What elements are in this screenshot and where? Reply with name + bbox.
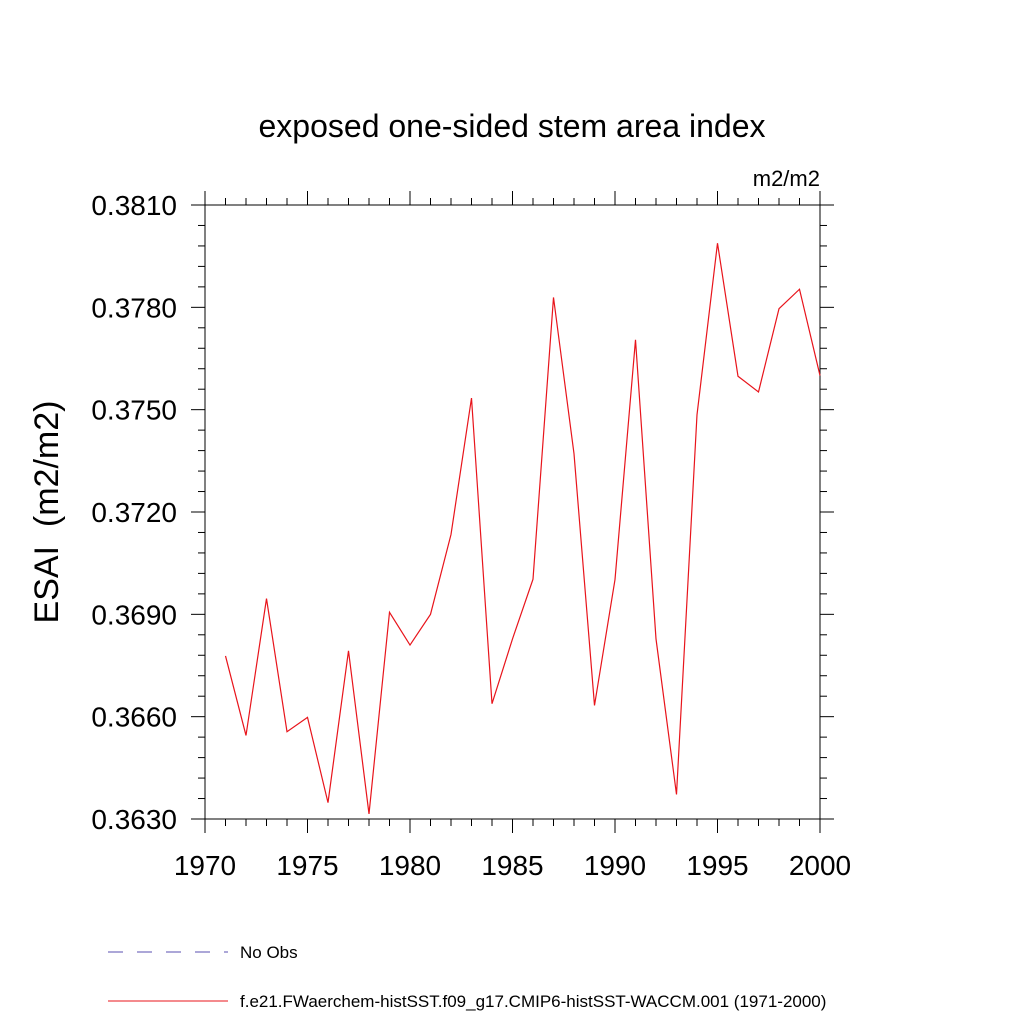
- series-line: [224, 243, 821, 814]
- x-tick-label: 1995: [686, 850, 748, 881]
- x-tick-label: 1990: [584, 850, 646, 881]
- axes: 1970 1975 1980 1985 1990 1995 2000 0.3630 0.3660…: [91, 190, 851, 881]
- series-layer: [224, 243, 821, 814]
- y-tick-label: 0.3690: [91, 599, 177, 630]
- y-tick-label: 0.3660: [91, 702, 177, 733]
- x-tick-label: 1970: [174, 850, 236, 881]
- legend-label: No Obs: [240, 943, 298, 962]
- x-tick-label: 1985: [481, 850, 543, 881]
- chart-title: exposed one-sided stem area index: [259, 108, 766, 144]
- x-tick-label: 1980: [379, 850, 441, 881]
- units-label: m2/m2: [753, 166, 820, 191]
- y-tick-label: 0.3630: [91, 804, 177, 835]
- y-tick-label: 0.3810: [91, 190, 177, 221]
- x-tick-label: 2000: [789, 850, 851, 881]
- legend: No Obs f.e21.FWaerchem-histSST.f09_g17.CM…: [108, 943, 826, 1011]
- legend-label: f.e21.FWaerchem-histSST.f09_g17.CMIP6-hi…: [240, 992, 826, 1011]
- y-axis-label: ESAI (m2/m2): [28, 401, 66, 624]
- y-tick-label: 0.3750: [91, 395, 177, 426]
- y-tick-label: 0.3780: [91, 292, 177, 323]
- plot-frame: [204, 204, 821, 820]
- x-tick-label: 1975: [276, 850, 338, 881]
- y-tick-label: 0.3720: [91, 497, 177, 528]
